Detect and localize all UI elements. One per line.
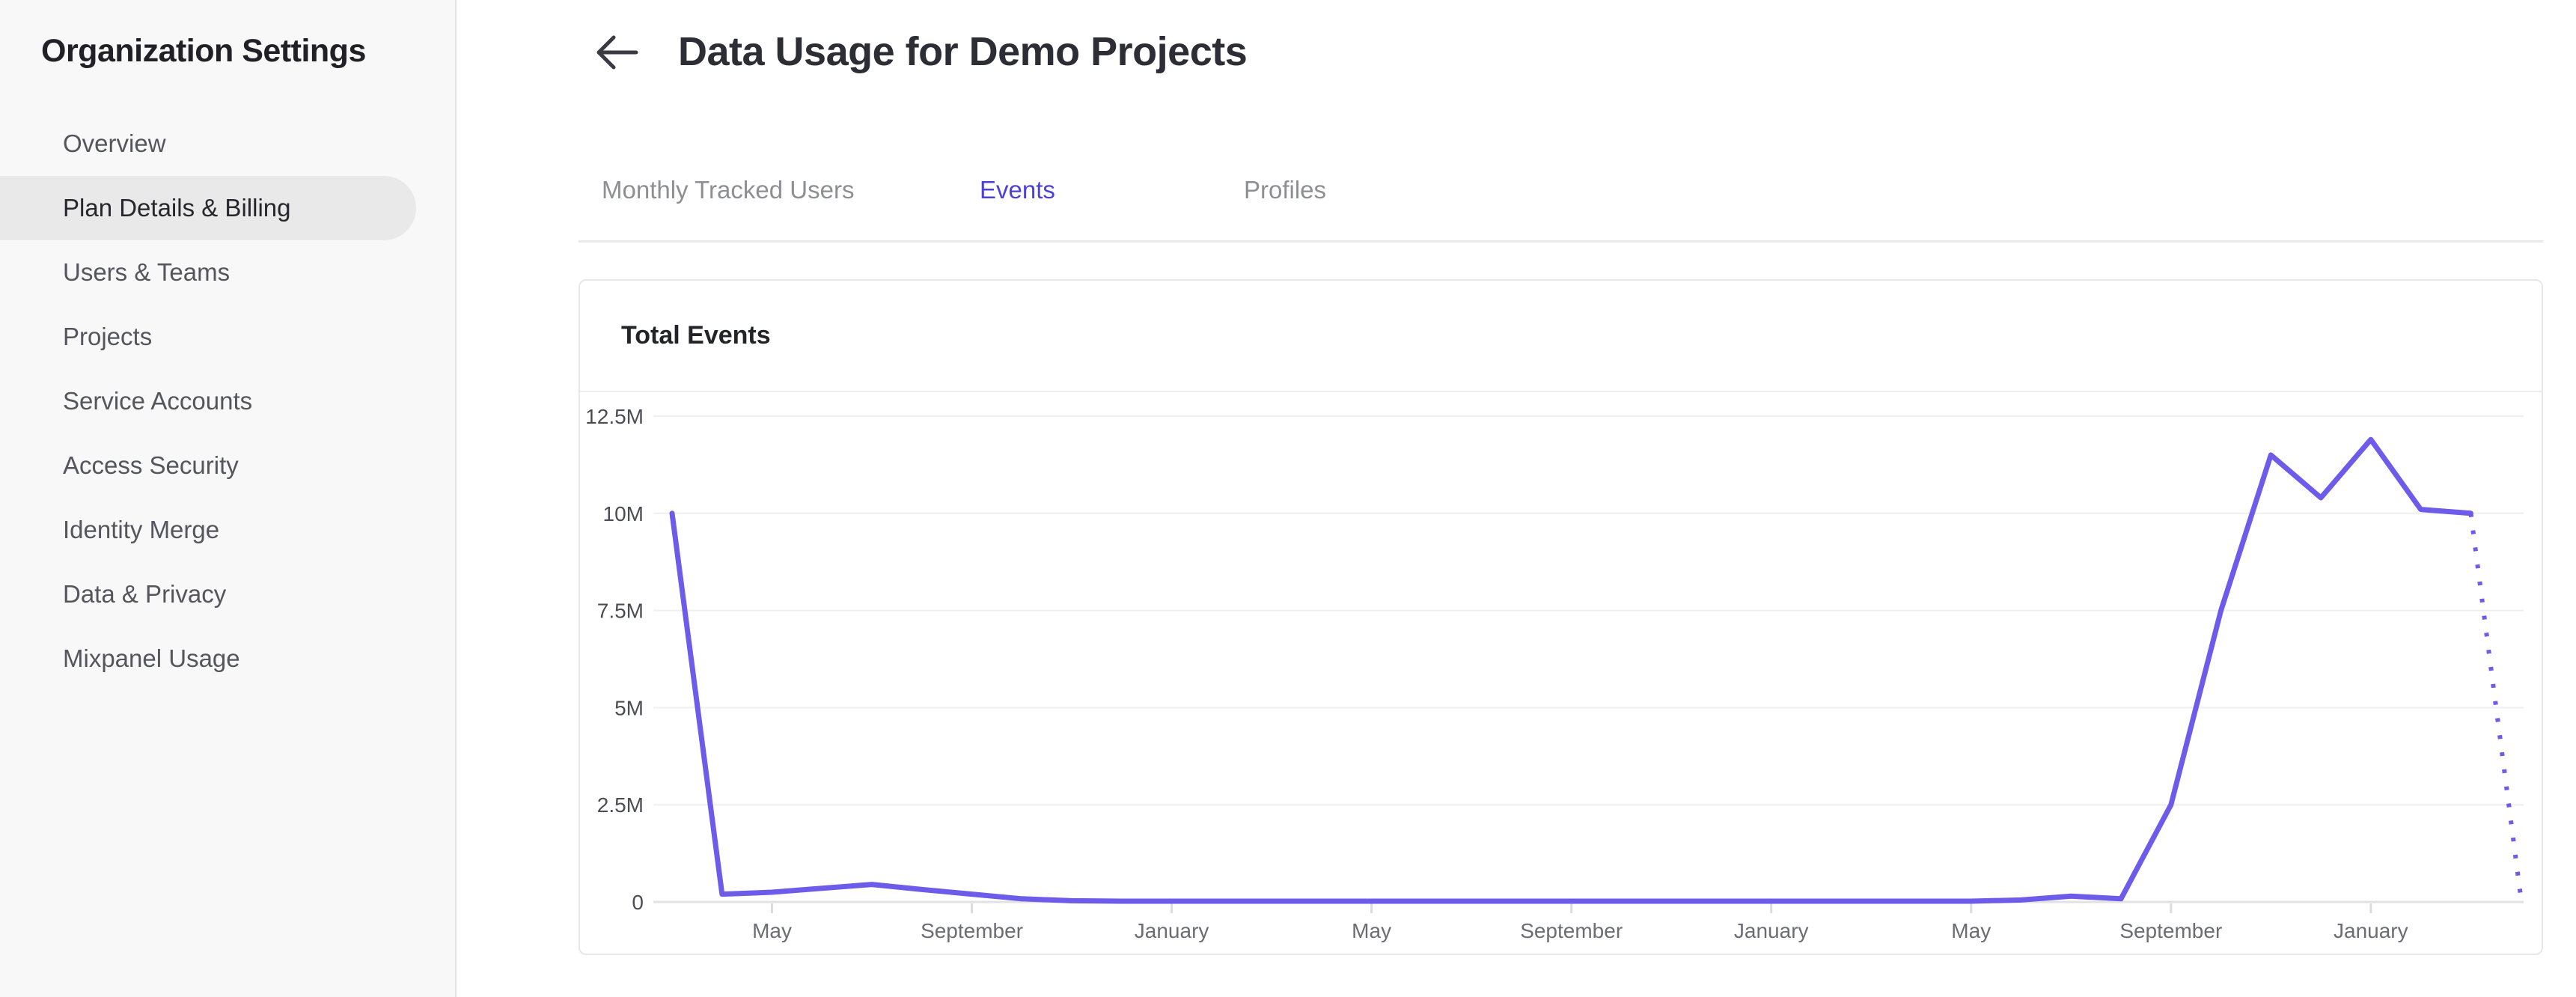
y-axis-tick-label: 7.5M [597, 600, 644, 623]
sidebar-item-label: Identity Merge [63, 516, 220, 543]
x-axis-tick-label: May [1951, 919, 1991, 942]
x-axis-tick-label: September [921, 919, 1023, 942]
sidebar-item-service-accounts[interactable]: Service Accounts [0, 369, 416, 433]
sidebar-nav: Overview Plan Details & Billing Users & Te… [0, 112, 455, 691]
sidebar-item-mixpanel-usage[interactable]: Mixpanel Usage [0, 626, 416, 691]
x-axis-tick-label: January [1135, 919, 1209, 942]
page-title: Data Usage for Demo Projects [678, 29, 1248, 74]
sidebar-item-users-teams[interactable]: Users & Teams [0, 240, 416, 305]
sidebar-item-label: Service Accounts [63, 387, 253, 415]
sidebar-item-projects[interactable]: Projects [0, 305, 416, 369]
total-events-projected-line [2468, 513, 2524, 897]
sidebar-item-data-privacy[interactable]: Data & Privacy [0, 562, 416, 626]
x-axis-tick-label: September [1520, 919, 1623, 942]
y-axis-tick-label: 5M [614, 696, 644, 719]
sidebar-item-overview[interactable]: Overview [0, 112, 416, 176]
sidebar-item-label: Overview [63, 129, 166, 157]
sidebar: Organization Settings Overview Plan Detai… [0, 0, 457, 997]
total-events-line [669, 436, 2473, 904]
tab-events[interactable]: Events [980, 176, 1055, 204]
sidebar-item-label: Data & Privacy [63, 580, 227, 608]
tab-bar: Monthly Tracked Users Events Profiles [457, 150, 2576, 244]
y-axis-tick-label: 2.5M [597, 793, 644, 817]
x-axis-tick-label: January [2334, 919, 2408, 942]
tab-profiles[interactable]: Profiles [1244, 176, 1327, 204]
main-content: Data Usage for Demo Projects Monthly Tra… [457, 0, 2576, 997]
y-axis-tick-label: 10M [603, 502, 644, 525]
sidebar-item-label: Projects [63, 323, 153, 350]
sidebar-item-identity-merge[interactable]: Identity Merge [0, 498, 416, 562]
card-title-row: Total Events [580, 281, 2542, 392]
back-arrow-icon [594, 31, 641, 76]
tab-monthly-tracked-users[interactable]: Monthly Tracked Users [602, 176, 855, 204]
sidebar-item-label: Access Security [63, 451, 239, 479]
sidebar-item-plan-details-billing[interactable]: Plan Details & Billing [0, 176, 416, 240]
x-axis-tick-label: September [2119, 919, 2222, 942]
total-events-chart: 0 2.5M 5M 7.5M 10M 12.5M May September January Ma… [580, 392, 2540, 954]
tab-bar-divider [579, 240, 2543, 243]
total-events-card: Total Events 0 2.5M 5M 7.5M 10M 12.5M May Septe… [579, 279, 2543, 955]
y-axis-tick-label: 12.5M [585, 405, 644, 428]
sidebar-item-label: Plan Details & Billing [63, 194, 291, 222]
line-chart-canvas: 0 2.5M 5M 7.5M 10M 12.5M May September January Ma… [585, 405, 2524, 942]
back-button[interactable] [591, 28, 644, 78]
sidebar-heading: Organization Settings [41, 33, 366, 69]
sidebar-item-label: Users & Teams [63, 258, 231, 286]
card-title: Total Events [621, 321, 771, 350]
x-axis-tick-label: May [1352, 919, 1391, 942]
x-axis-tick-label: May [752, 919, 792, 942]
x-axis-tick-label: January [1734, 919, 1809, 942]
sidebar-item-access-security[interactable]: Access Security [0, 433, 416, 498]
y-axis-tick-label: 0 [632, 891, 644, 914]
sidebar-item-label: Mixpanel Usage [63, 644, 240, 672]
